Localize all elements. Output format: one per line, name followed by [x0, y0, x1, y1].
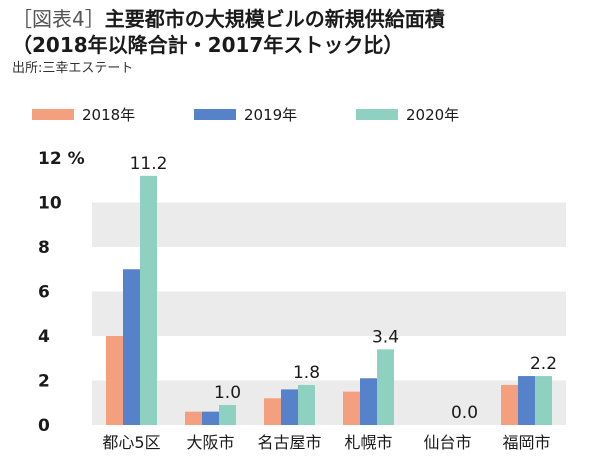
source-note: 出所:三幸エステート — [12, 61, 134, 76]
bar-2020-3 — [377, 349, 394, 425]
y-tick-label: 4 — [38, 327, 50, 347]
chart-title-line-1: ［図表4］主要都市の大規模ビルの新規供給面積 — [12, 6, 597, 32]
bar-2019-1 — [202, 411, 219, 425]
bar-2018-5 — [501, 384, 518, 425]
grid-band — [92, 291, 566, 336]
bar-2020-5 — [535, 376, 552, 425]
bar-2020-1 — [219, 404, 236, 425]
bar-2018-2 — [264, 398, 281, 425]
y-tick-label: 6 — [38, 283, 50, 303]
x-category-label: 福岡市 — [502, 433, 550, 452]
data-label: 11.2 — [130, 154, 168, 174]
bar-2018-3 — [343, 391, 360, 425]
legend-swatch-2019 — [194, 108, 236, 120]
y-tick-label: 8 — [38, 238, 50, 258]
data-label: 3.4 — [372, 327, 399, 347]
grid-band — [92, 202, 566, 247]
data-label: 1.8 — [293, 363, 320, 383]
chart-subtitle: （2018年以降合計・2017年ストック比） — [12, 33, 404, 57]
y-tick-label: 10 — [38, 194, 62, 214]
legend-swatch-2018 — [32, 108, 74, 120]
y-tick-label: 0 — [38, 416, 50, 436]
x-category-label: 名古屋市 — [257, 433, 321, 452]
bar-2020-2 — [298, 384, 315, 425]
data-label: 2.2 — [530, 354, 557, 374]
legend-item-2018: 2018年 — [32, 104, 135, 124]
x-category-label: 札幌市 — [344, 433, 392, 452]
bar-2019-3 — [360, 378, 377, 425]
x-category-label: 大阪市 — [186, 433, 234, 452]
bar-2019-0 — [123, 269, 140, 425]
legend-item-2020: 2020年 — [356, 104, 459, 124]
y-tick-label: 12 % — [38, 149, 85, 169]
figure-tag: ［図表4］ — [12, 7, 105, 31]
grid-band — [92, 380, 566, 425]
x-category-label: 都心5区 — [102, 433, 160, 452]
legend-label-2020: 2020年 — [406, 105, 460, 124]
x-category-label: 仙台市 — [423, 433, 471, 452]
legend-label-2019: 2019年 — [244, 105, 298, 124]
legend-swatch-2020 — [356, 108, 398, 120]
bar-2019-2 — [281, 389, 298, 425]
bar-2018-1 — [185, 411, 202, 425]
data-label: 1.0 — [214, 383, 241, 403]
legend-label-2018: 2018年 — [82, 105, 136, 124]
bar-2020-0 — [140, 175, 157, 425]
data-label: 0.0 — [451, 403, 478, 423]
title-block: ［図表4］主要都市の大規模ビルの新規供給面積 （2018年以降合計・2017年ス… — [12, 6, 597, 78]
bar-2019-5 — [518, 376, 535, 425]
chart-title: 主要都市の大規模ビルの新規供給面積 — [104, 7, 445, 31]
bar-2018-0 — [106, 336, 123, 425]
y-tick-label: 2 — [38, 372, 50, 392]
legend-item-2019: 2019年 — [194, 104, 297, 124]
